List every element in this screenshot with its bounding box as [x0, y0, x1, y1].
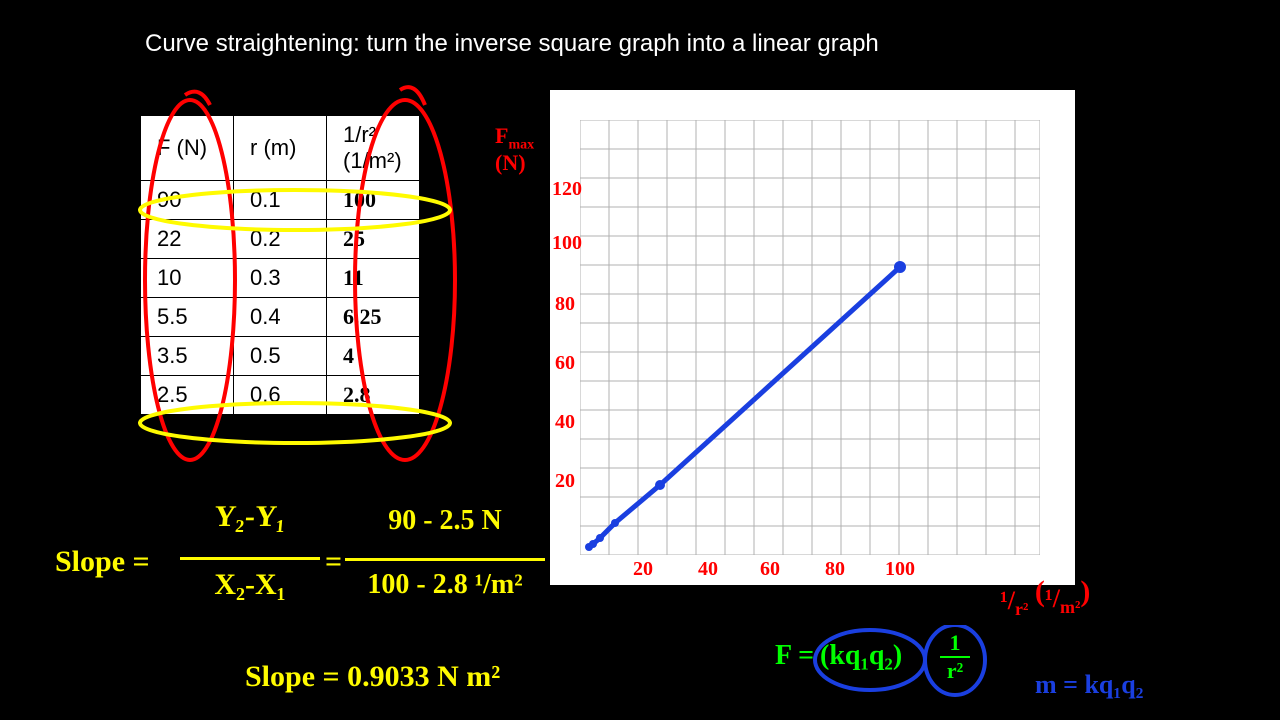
cell: 6.25	[327, 298, 420, 337]
cell: 100	[327, 181, 420, 220]
page-title: Curve straightening: turn the inverse sq…	[145, 30, 879, 58]
cell: 0.4	[234, 298, 327, 337]
graph-panel	[550, 90, 1075, 585]
y-axis-label: Fmax(N)	[495, 125, 534, 174]
ytick-100: 100	[552, 232, 582, 255]
th-inv: 1/r²(1/m²)	[327, 116, 420, 181]
frac-bot: X₂-X₁	[180, 568, 320, 602]
frac-bot2: 100 - 2.8 ¹/m²	[345, 569, 545, 601]
x-axis-label: ¹/r² (¹/m²)	[1000, 575, 1090, 612]
cell: 0.3	[234, 259, 327, 298]
cell: 4	[327, 337, 420, 376]
ytick-20: 20	[555, 470, 575, 493]
cell: 22	[141, 220, 234, 259]
xtick-100: 100	[885, 558, 915, 581]
xtick-80: 80	[825, 558, 845, 581]
cell: 25	[327, 220, 420, 259]
frac-line2	[345, 558, 545, 561]
xtick-20: 20	[633, 558, 653, 581]
cell: 0.5	[234, 337, 327, 376]
slope-eq: =	[325, 545, 342, 579]
cell: 5.5	[141, 298, 234, 337]
graph-svg	[580, 120, 1040, 555]
slope-result: Slope = 0.9033 N m²	[245, 660, 500, 694]
ytick-120: 120	[552, 178, 582, 201]
cell: 3.5	[141, 337, 234, 376]
xtick-40: 40	[698, 558, 718, 581]
data-table: F (N) r (m) 1/r²(1/m²) 900.1100 220.225 …	[140, 115, 420, 415]
frac-line	[180, 557, 320, 560]
xtick-60: 60	[760, 558, 780, 581]
cell: 10	[141, 259, 234, 298]
ytick-40: 40	[555, 411, 575, 434]
frac-top: Y₂-Y₁	[179, 500, 322, 534]
cell: 0.2	[234, 220, 327, 259]
th-F: F (N)	[141, 116, 234, 181]
ytick-60: 60	[555, 352, 575, 375]
ytick-80: 80	[555, 293, 575, 316]
frac-top2: 90 - 2.5 N	[345, 505, 545, 537]
slope-text: Slope =	[55, 545, 150, 579]
formula-m: m = kq₁q₂	[1035, 670, 1143, 700]
th-r: r (m)	[234, 116, 327, 181]
formula-circles	[765, 625, 1005, 715]
cell: 90	[141, 181, 234, 220]
cell: 0.1	[234, 181, 327, 220]
slope-frac2: 90 - 2.5 N 100 - 2.8 ¹/m²	[345, 505, 545, 601]
slope-frac1: Y₂-Y₁ X₂-X₁	[180, 500, 320, 602]
cell: 2.8	[327, 376, 420, 415]
cell: 2.5	[141, 376, 234, 415]
cell: 0.6	[234, 376, 327, 415]
cell: 11	[327, 259, 420, 298]
